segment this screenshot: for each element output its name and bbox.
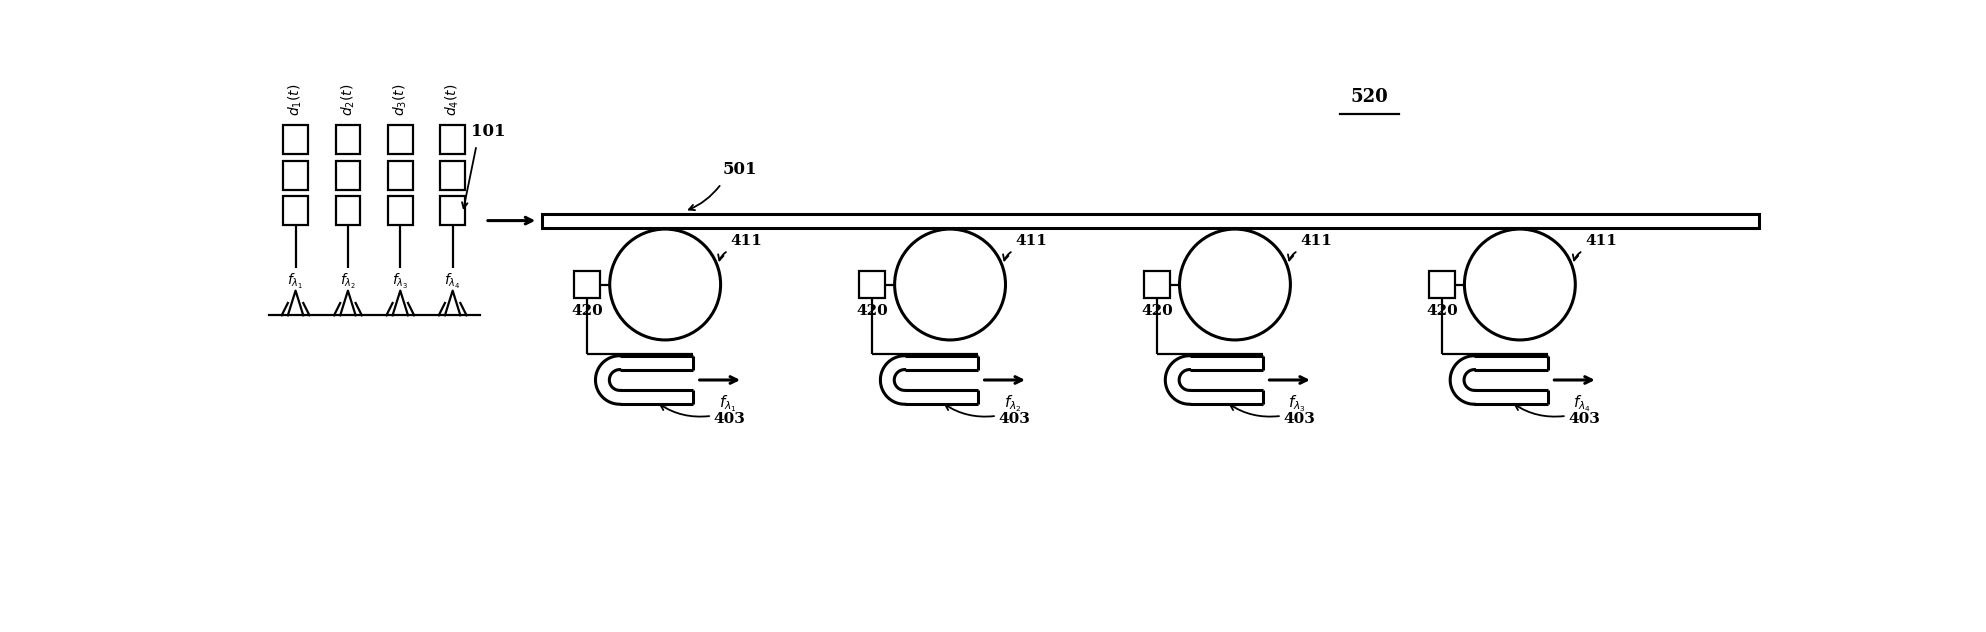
Bar [284, 125, 308, 154]
Bar [284, 196, 308, 225]
Text: $f_{\lambda_2}$: $f_{\lambda_2}$ [1003, 394, 1021, 415]
Bar [1430, 271, 1456, 298]
Text: 420: 420 [1142, 304, 1174, 318]
Text: $f_{\lambda_4}$: $f_{\lambda_4}$ [1573, 394, 1591, 415]
Circle shape [894, 229, 1005, 340]
Text: 420: 420 [572, 304, 604, 318]
Text: $d_4(t)$: $d_4(t)$ [445, 83, 461, 116]
Text: 411: 411 [1301, 234, 1333, 248]
Bar [387, 125, 413, 154]
Text: $f_{\lambda_1}$: $f_{\lambda_1}$ [719, 394, 737, 415]
Circle shape [1180, 229, 1291, 340]
Text: 403: 403 [1569, 412, 1601, 426]
Bar [860, 271, 886, 298]
Circle shape [1464, 229, 1575, 340]
Text: 420: 420 [1426, 304, 1458, 318]
Bar [284, 161, 308, 190]
Bar [441, 196, 465, 225]
Text: 101: 101 [471, 123, 504, 140]
Text: 411: 411 [731, 234, 763, 248]
Bar [387, 161, 413, 190]
Text: 411: 411 [1585, 234, 1617, 248]
Text: $f_{\lambda_4}$: $f_{\lambda_4}$ [445, 271, 461, 291]
Text: $f_{\lambda_3}$: $f_{\lambda_3}$ [391, 271, 409, 291]
Text: 520: 520 [1350, 88, 1388, 106]
Text: 403: 403 [713, 412, 745, 426]
Text: 403: 403 [999, 412, 1031, 426]
Text: $f_{\lambda_1}$: $f_{\lambda_1}$ [288, 271, 304, 291]
Text: $f_{\lambda_3}$: $f_{\lambda_3}$ [1289, 394, 1307, 415]
Text: $d_3(t)$: $d_3(t)$ [391, 83, 409, 116]
Text: $f_{\lambda_2}$: $f_{\lambda_2}$ [340, 271, 355, 291]
Bar [387, 196, 413, 225]
Bar [1144, 271, 1170, 298]
Text: 411: 411 [1015, 234, 1047, 248]
Bar [336, 161, 359, 190]
Bar [441, 125, 465, 154]
Bar [336, 125, 359, 154]
Text: $d_1(t)$: $d_1(t)$ [286, 83, 304, 116]
Bar [574, 271, 600, 298]
Bar [336, 196, 359, 225]
Text: $d_2(t)$: $d_2(t)$ [340, 83, 357, 116]
Text: 501: 501 [723, 161, 757, 178]
Text: 420: 420 [856, 304, 888, 318]
Circle shape [610, 229, 721, 340]
Text: 403: 403 [1283, 412, 1315, 426]
Bar [542, 214, 1758, 228]
Bar [441, 161, 465, 190]
